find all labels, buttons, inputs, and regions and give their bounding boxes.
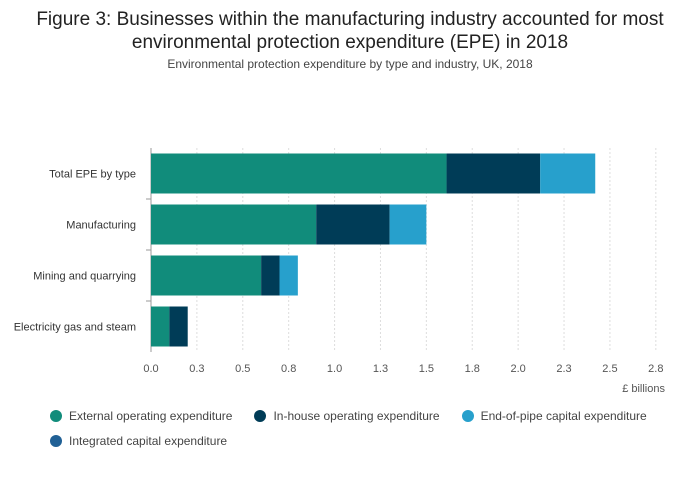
legend-label: In-house operating expenditure [273, 409, 440, 423]
x-axis-unit-label: £ billions [622, 383, 665, 395]
bar-segment [316, 204, 390, 245]
x-tick-label: 1.0 [327, 363, 342, 375]
bar-segment [151, 204, 317, 245]
legend: External operating expenditure In-house o… [50, 408, 690, 458]
legend-item: External operating expenditure [50, 409, 232, 423]
bar-segment [151, 153, 447, 194]
x-tick-label: 0.5 [235, 363, 250, 375]
x-tick-label: 2.8 [648, 363, 663, 375]
bar-segment [151, 306, 170, 347]
bar-segment [279, 255, 298, 296]
bar-segment [261, 255, 280, 296]
bar-segment [389, 204, 427, 245]
bar-segment [446, 153, 541, 194]
legend-swatch [254, 410, 267, 422]
x-tick-label: 1.3 [373, 363, 388, 375]
category-label: Mining and quarrying [33, 271, 136, 283]
legend-swatch [461, 410, 474, 422]
legend-row: External operating expenditure In-house o… [50, 408, 690, 424]
category-label: Manufacturing [66, 220, 136, 232]
bar-segment [169, 306, 188, 347]
legend-label: Integrated capital expenditure [69, 434, 228, 448]
legend-item: End-of-pipe capital expenditure [461, 409, 647, 423]
legend-row: Integrated capital expenditure [50, 433, 690, 449]
legend-label: External operating expenditure [69, 409, 233, 423]
bar-segment [540, 153, 596, 194]
plot-area: 0.0 0.3 0.5 0.8 1.0 1.3 1.5 1.8 2.0 2.3 2.5 2.8 Tota… [14, 148, 665, 395]
legend-label: End-of-pipe capital expenditure [480, 409, 647, 423]
chart-title: Figure 3: Businesses within the manufact… [36, 9, 664, 53]
legend-item: Integrated capital expenditure [50, 434, 227, 448]
category-label: Electricity gas and steam [14, 322, 136, 334]
chart-subtitle: Environmental protection expenditure by … [167, 57, 533, 71]
x-tick-label: 2.0 [510, 363, 525, 375]
category-label: Total EPE by type [49, 169, 136, 181]
x-tick-label: 0.8 [281, 363, 296, 375]
bar-segment [151, 255, 262, 296]
x-tick-label: 2.5 [602, 363, 617, 375]
x-tick-label: 1.8 [465, 363, 480, 375]
legend-item: In-house operating expenditure [254, 409, 440, 423]
x-tick-label: 0.0 [143, 363, 158, 375]
legend-swatch [50, 410, 62, 422]
x-tick-label: 1.5 [419, 363, 434, 375]
x-tick-label: 2.3 [556, 363, 571, 375]
legend-swatch [50, 435, 62, 447]
x-tick-label: 0.3 [189, 363, 204, 375]
